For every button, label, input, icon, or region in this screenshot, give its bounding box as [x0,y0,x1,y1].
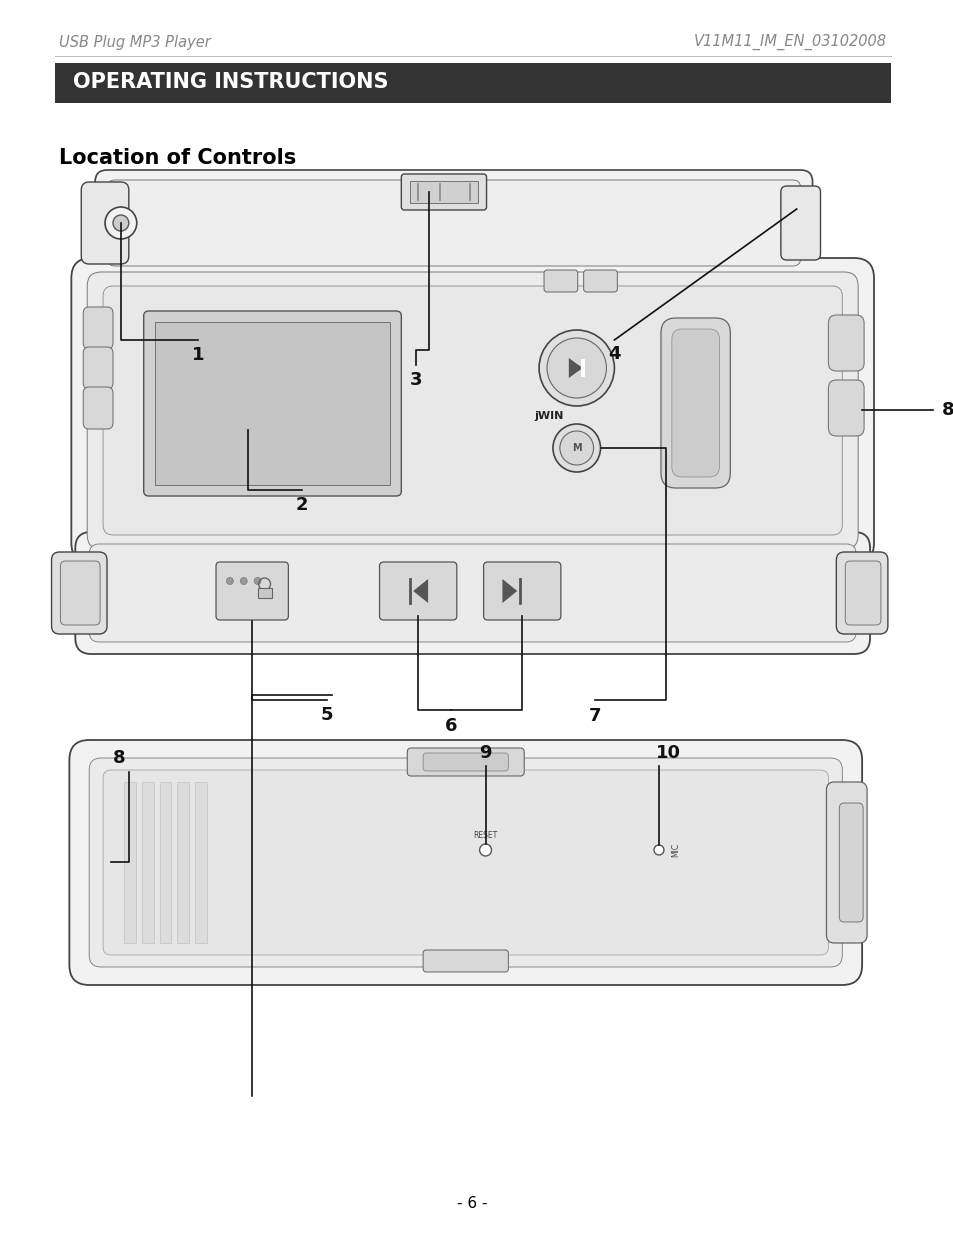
FancyBboxPatch shape [51,552,107,634]
Text: RESET: RESET [473,831,497,841]
Text: 1: 1 [192,346,204,364]
Bar [177,782,189,944]
FancyBboxPatch shape [836,552,887,634]
FancyBboxPatch shape [89,758,841,967]
Circle shape [559,431,593,466]
FancyBboxPatch shape [825,782,866,944]
Text: 4: 4 [607,345,620,363]
FancyBboxPatch shape [107,180,800,266]
FancyBboxPatch shape [583,270,617,291]
Text: MIC: MIC [670,844,679,857]
Polygon shape [568,358,582,378]
FancyBboxPatch shape [87,272,858,550]
FancyBboxPatch shape [483,562,560,620]
FancyBboxPatch shape [144,311,401,496]
Bar [124,782,135,944]
FancyBboxPatch shape [844,561,880,625]
Text: jWIN: jWIN [534,411,563,421]
FancyBboxPatch shape [103,769,827,955]
Bar [410,182,477,203]
FancyBboxPatch shape [827,315,863,370]
Bar [154,322,390,485]
Circle shape [479,844,491,856]
Text: OPERATING INSTRUCTIONS: OPERATING INSTRUCTIONS [73,72,389,91]
Text: 6: 6 [444,718,456,735]
FancyBboxPatch shape [70,740,862,986]
FancyBboxPatch shape [60,561,100,625]
Circle shape [226,578,233,584]
FancyBboxPatch shape [839,803,862,923]
FancyBboxPatch shape [423,753,508,771]
FancyBboxPatch shape [671,329,719,477]
Text: - 6 -: - 6 - [456,1195,487,1210]
Text: 7: 7 [588,706,600,725]
Bar [195,782,207,944]
FancyBboxPatch shape [401,174,486,210]
Text: 5: 5 [320,706,333,724]
FancyBboxPatch shape [81,182,129,264]
FancyBboxPatch shape [71,258,873,563]
Circle shape [553,424,599,472]
FancyBboxPatch shape [379,562,456,620]
FancyBboxPatch shape [89,543,855,642]
FancyBboxPatch shape [827,380,863,436]
FancyBboxPatch shape [781,186,820,261]
FancyBboxPatch shape [407,748,523,776]
Text: USB Plug MP3 Player: USB Plug MP3 Player [59,35,211,49]
Text: 2: 2 [295,496,308,514]
Circle shape [105,207,136,240]
FancyBboxPatch shape [215,562,288,620]
Text: 10: 10 [656,743,680,762]
Text: V11M11_IM_EN_03102008: V11M11_IM_EN_03102008 [693,33,886,51]
Text: 8: 8 [941,401,953,419]
Bar [54,63,890,103]
Circle shape [654,845,663,855]
Text: Location of Controls: Location of Controls [59,148,296,168]
Text: 3: 3 [410,370,422,389]
Polygon shape [502,579,517,603]
FancyBboxPatch shape [83,347,112,389]
FancyBboxPatch shape [543,270,578,291]
FancyBboxPatch shape [75,532,869,655]
Circle shape [240,578,247,584]
Circle shape [112,215,129,231]
FancyBboxPatch shape [660,317,730,488]
Text: 8: 8 [112,748,125,767]
Circle shape [253,578,261,584]
Bar [159,782,172,944]
Circle shape [546,338,606,398]
FancyBboxPatch shape [103,287,841,535]
Text: M: M [571,443,581,453]
FancyBboxPatch shape [423,950,508,972]
Bar [257,588,272,598]
Circle shape [538,330,614,406]
Bar [580,359,584,377]
Polygon shape [413,579,428,603]
FancyBboxPatch shape [83,308,112,350]
FancyBboxPatch shape [83,387,112,429]
Bar [142,782,153,944]
FancyBboxPatch shape [95,170,812,275]
Text: 9: 9 [478,743,492,762]
